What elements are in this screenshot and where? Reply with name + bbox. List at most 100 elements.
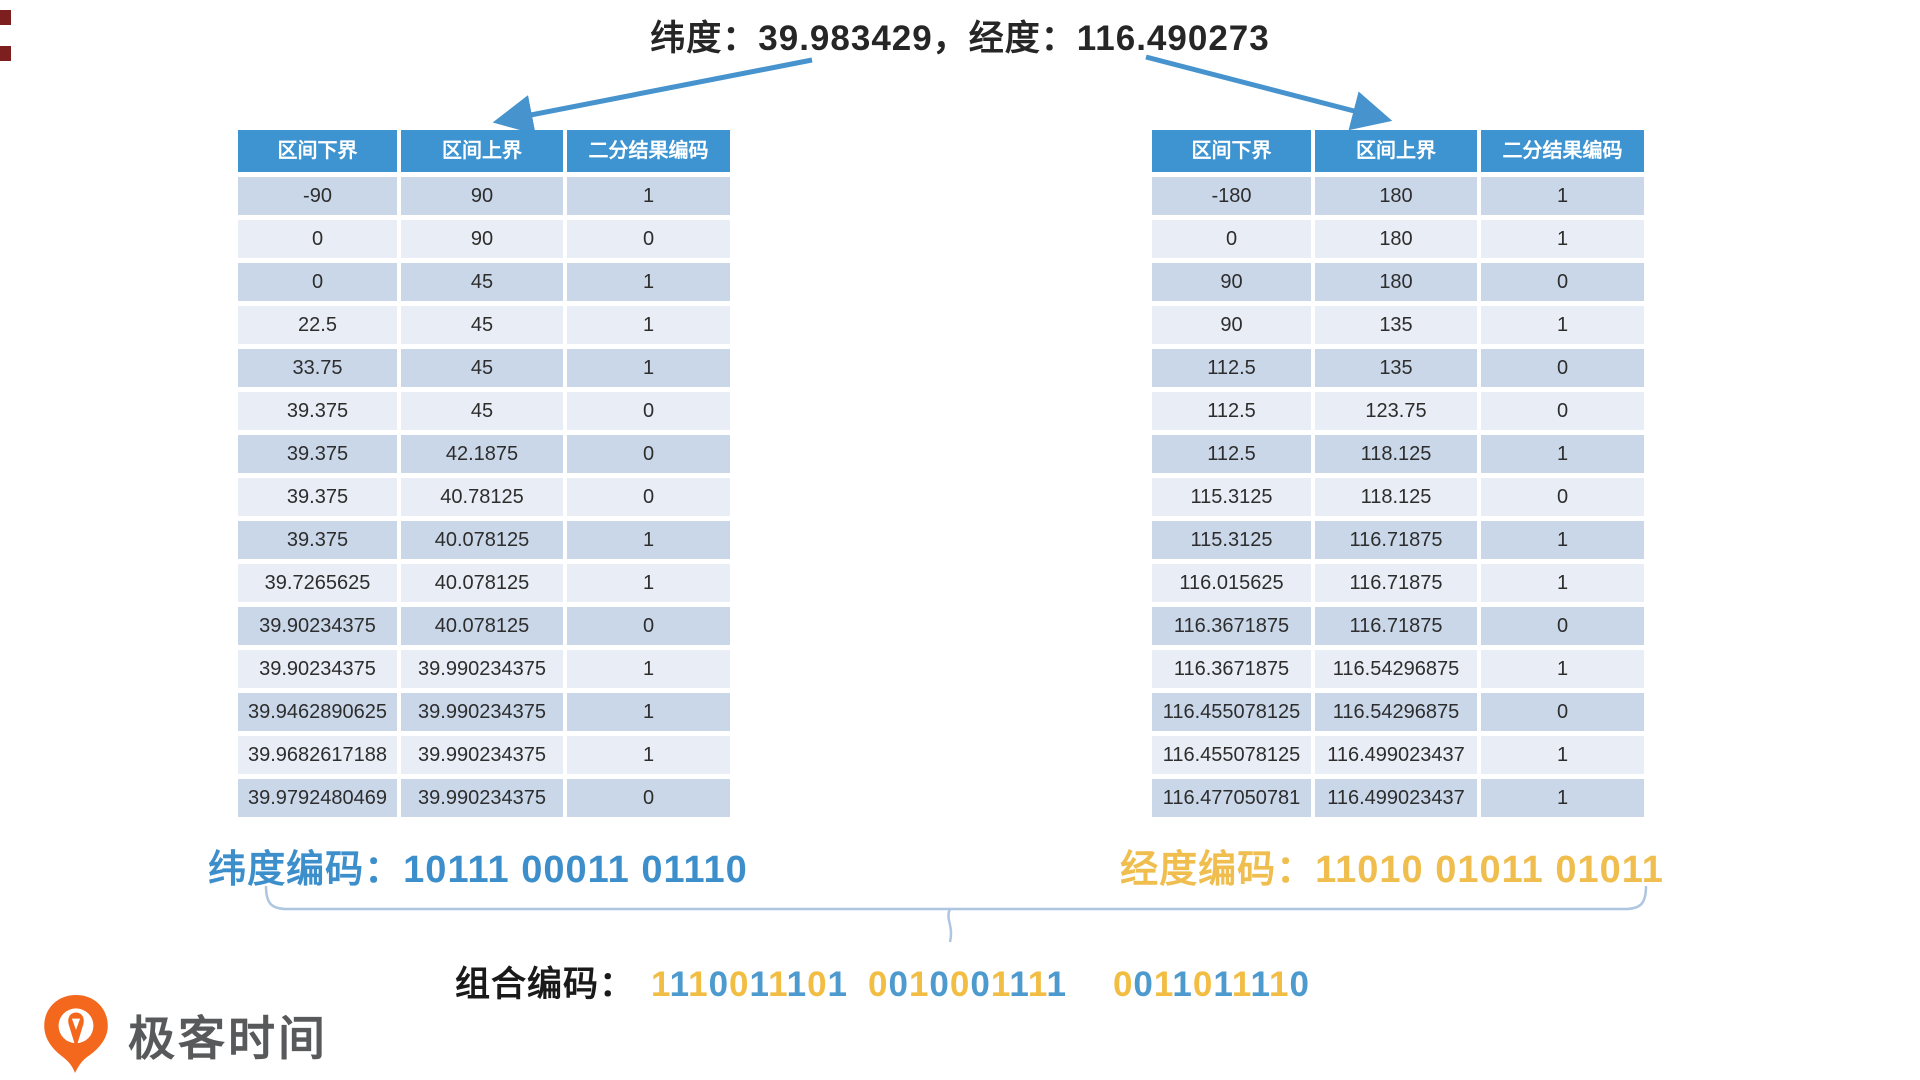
table-cell: 1 xyxy=(567,693,730,731)
longitude-bit: 1 xyxy=(1153,965,1173,1004)
table-cell: 116.499023437 xyxy=(1315,779,1477,817)
table-cell: 0 xyxy=(567,435,730,473)
table-cell: 40.078125 xyxy=(401,521,563,559)
table-cell: 45 xyxy=(401,263,563,301)
longitude-bit: 1 xyxy=(990,965,1010,1004)
column-header: 区间下界 xyxy=(238,130,397,172)
longitude-bit: 1 xyxy=(651,965,670,1004)
table-cell: 112.5 xyxy=(1152,349,1311,387)
longitude-code-text: 经度编码：11010 01011 01011 xyxy=(1120,849,1664,891)
longitude-bit: 1 xyxy=(1027,965,1047,1004)
table-cell: 135 xyxy=(1315,349,1477,387)
table-cell: 1 xyxy=(567,564,730,602)
table-cell: 0 xyxy=(238,220,397,258)
table-cell: 0 xyxy=(1481,607,1644,645)
table-cell: 118.125 xyxy=(1315,435,1477,473)
longitude-bit: 0 xyxy=(1192,965,1214,1004)
table-cell: 0 xyxy=(238,263,397,301)
table-cell: 135 xyxy=(1315,306,1477,344)
table-cell: 22.5 xyxy=(238,306,397,344)
latitude-bit: 0 xyxy=(970,965,991,1004)
table-cell: 180 xyxy=(1315,220,1477,258)
table-cell: 116.3671875 xyxy=(1152,650,1311,688)
combined-code-label: 组合编码： xyxy=(455,965,636,1004)
longitude-bit: 1 xyxy=(908,965,930,1004)
geektime-logo-text: 极客时间 xyxy=(128,1011,328,1065)
longitude-bit: 0 xyxy=(729,965,750,1004)
table-cell: 0 xyxy=(567,607,730,645)
latitude-bit: 0 xyxy=(929,965,950,1004)
table-cell: 1 xyxy=(1481,564,1644,602)
table-cell: 0 xyxy=(567,779,730,817)
table-cell: 116.71875 xyxy=(1315,564,1477,602)
latitude-bit: 1 xyxy=(1172,965,1193,1004)
table-cell: 1 xyxy=(567,263,730,301)
table-cell: 123.75 xyxy=(1315,392,1477,430)
table-cell: 116.477050781 xyxy=(1152,779,1311,817)
combined-code-bits: 1110011101 0010001111 0011011110 xyxy=(635,965,1310,1004)
longitude-bit: 0 xyxy=(807,965,828,1004)
table-cell: 39.90234375 xyxy=(238,650,397,688)
underbrace-center-tick xyxy=(947,908,953,943)
latitude-bit: 0 xyxy=(708,965,730,1004)
table-cell: 116.54296875 xyxy=(1315,693,1477,731)
table-cell: 39.7265625 xyxy=(238,564,397,602)
table-cell: 116.54296875 xyxy=(1315,650,1477,688)
table-cell: -180 xyxy=(1152,177,1311,215)
table-cell: 0 xyxy=(567,220,730,258)
arrow-to-longitude-table xyxy=(1145,54,1393,131)
table-cell: 45 xyxy=(401,306,563,344)
latitude-bit: 1 xyxy=(827,965,849,1004)
table-cell: 116.71875 xyxy=(1315,607,1477,645)
table-cell: 45 xyxy=(401,349,563,387)
table-cell: 0 xyxy=(1481,478,1644,516)
combined-code-group: 0011011110 xyxy=(1113,965,1310,1005)
table-cell: 39.375 xyxy=(238,435,397,473)
table-cell: 45 xyxy=(401,392,563,430)
table-cell: 180 xyxy=(1315,263,1477,301)
table-cell: 1 xyxy=(567,306,730,344)
column-header: 区间上界 xyxy=(1315,130,1477,172)
coordinates-title: 纬度：39.983429，经度：116.490273 xyxy=(650,19,1270,58)
longitude-bit: 0 xyxy=(949,965,971,1004)
table-cell: 39.990234375 xyxy=(401,779,563,817)
table-cell: 39.990234375 xyxy=(401,650,563,688)
table-cell: 40.078125 xyxy=(401,607,563,645)
table-cell: 39.90234375 xyxy=(238,607,397,645)
table-cell: 1 xyxy=(1481,650,1644,688)
table-cell: 1 xyxy=(567,349,730,387)
table-cell: 33.75 xyxy=(238,349,397,387)
geektime-logo: 极客时间 xyxy=(40,993,328,1075)
latitude-bit: 1 xyxy=(669,965,689,1004)
longitude-bit: 1 xyxy=(1231,965,1251,1004)
table-cell: 90 xyxy=(401,220,563,258)
latitude-bit: 0 xyxy=(1133,965,1154,1004)
table-cell: 39.375 xyxy=(238,392,397,430)
combined-code-line: 组合编码： 1110011101 0010001111 0011011110 xyxy=(455,956,1310,1007)
table-cell: 90 xyxy=(1152,263,1311,301)
table-cell: 1 xyxy=(567,521,730,559)
table-cell: 1 xyxy=(567,650,730,688)
table-cell: 0 xyxy=(1481,693,1644,731)
latitude-bit: 1 xyxy=(749,965,769,1004)
latitude-bit: 1 xyxy=(1046,965,1067,1004)
table-cell: 1 xyxy=(567,177,730,215)
table-cell: 90 xyxy=(401,177,563,215)
table-cell: 112.5 xyxy=(1152,392,1311,430)
table-cell: 1 xyxy=(1481,177,1644,215)
table-cell: 40.078125 xyxy=(401,564,563,602)
latitude-bit: 0 xyxy=(1289,965,1310,1004)
table-cell: 180 xyxy=(1315,177,1477,215)
table-cell: 115.3125 xyxy=(1152,521,1311,559)
latitude-code-text: 纬度编码：10111 00011 01110 xyxy=(208,849,748,891)
table-cell: 39.9462890625 xyxy=(238,693,397,731)
table-cell: 116.455078125 xyxy=(1152,736,1311,774)
column-header: 二分结果编码 xyxy=(567,130,730,172)
screen-edge-artifact xyxy=(0,46,11,61)
latitude-bit: 1 xyxy=(1009,965,1028,1004)
longitude-bit: 1 xyxy=(688,965,709,1004)
table-cell: 116.455078125 xyxy=(1152,693,1311,731)
table-cell: 1 xyxy=(1481,521,1644,559)
table-cell: 0 xyxy=(567,478,730,516)
table-cell: 1 xyxy=(1481,779,1644,817)
